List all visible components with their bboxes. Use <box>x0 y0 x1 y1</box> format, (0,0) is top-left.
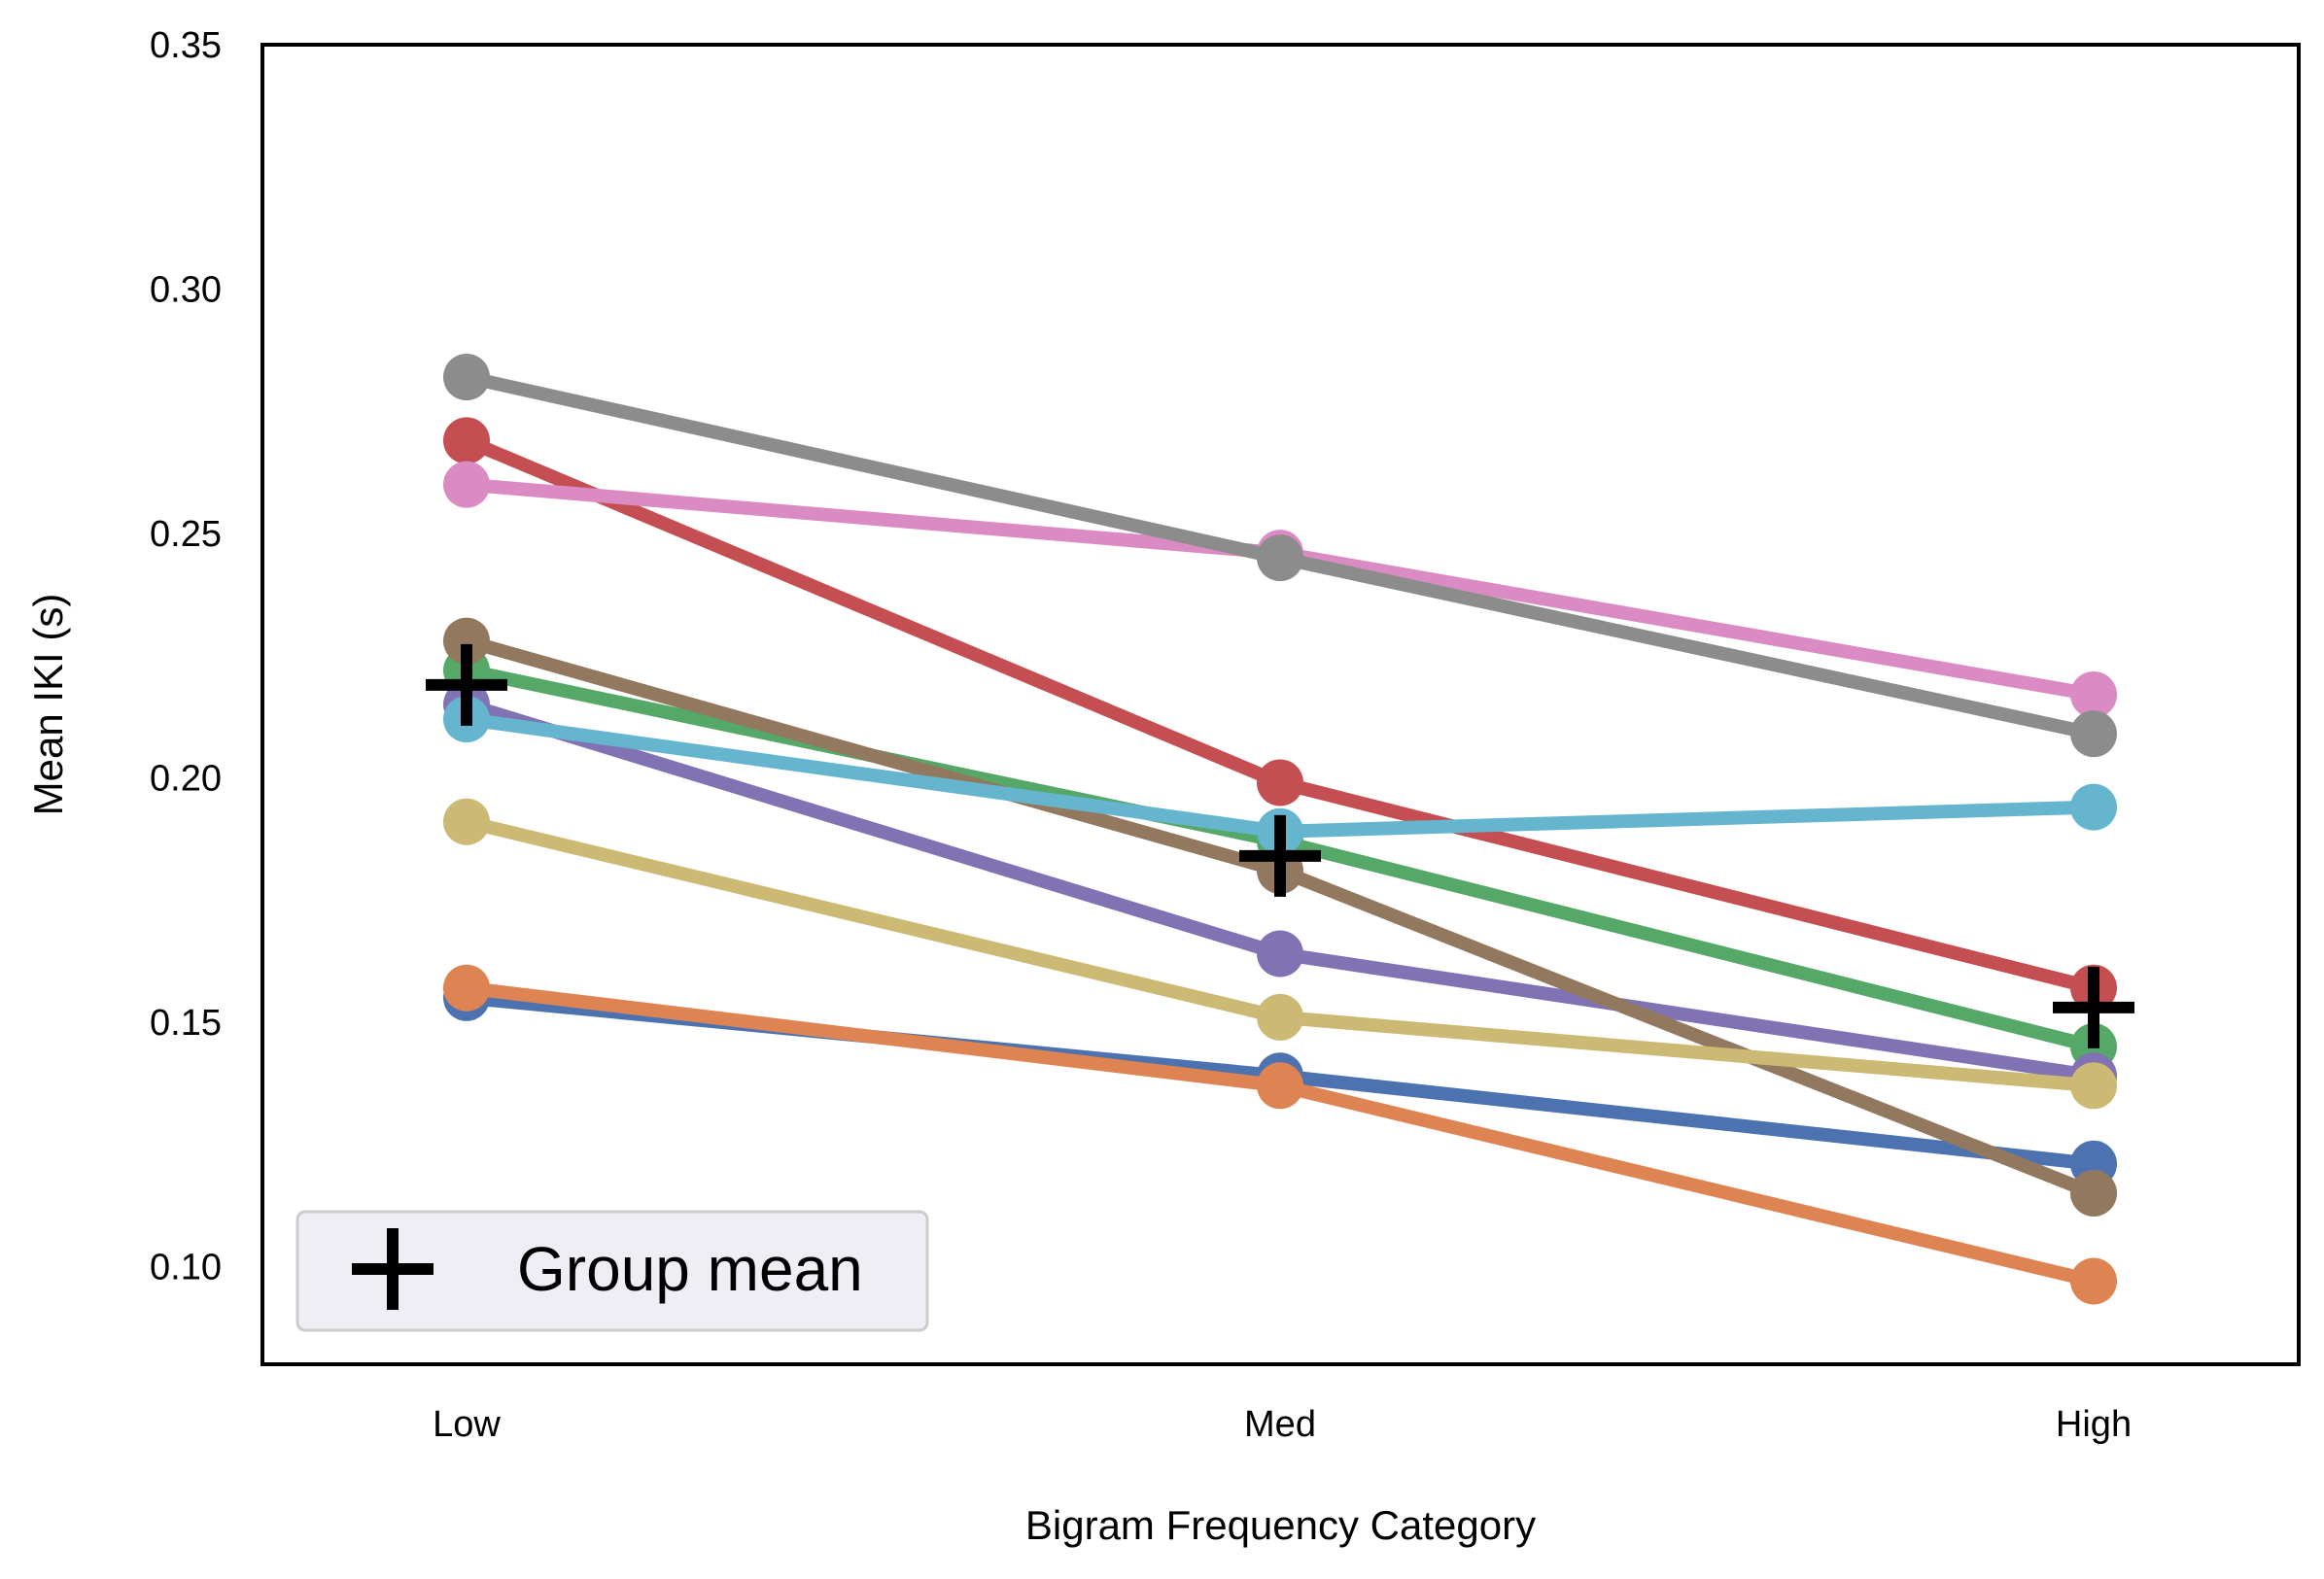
x-tick-label-low: Low <box>433 1404 501 1445</box>
series-7-point-low <box>443 461 490 508</box>
y-tick-label: 0.30 <box>150 269 222 310</box>
series-8-point-high <box>2070 710 2117 758</box>
group-mean-marker-low <box>426 643 507 726</box>
series-6-point-high <box>2070 1169 2117 1217</box>
series-2 <box>443 964 2117 1305</box>
y-tick-label: 0.25 <box>150 514 222 555</box>
y-tick-label: 0.10 <box>150 1247 222 1287</box>
series-7-point-high <box>2070 670 2117 718</box>
x-tick-label-med: Med <box>1244 1404 1316 1445</box>
series-4 <box>443 417 2117 1012</box>
y-tick-labels: 0.10 0.15 0.20 0.25 0.30 0.35 <box>150 25 222 1287</box>
series-8-point-med <box>1257 534 1303 582</box>
series-8 <box>443 354 2117 758</box>
series-2-point-high <box>2070 1257 2117 1305</box>
series-9-point-med <box>1257 993 1303 1041</box>
legend-box <box>295 1210 929 1332</box>
series-9-point-low <box>443 798 490 845</box>
x-tick-label-high: High <box>2056 1404 2132 1445</box>
series-2-point-low <box>443 964 490 1012</box>
y-tick-label: 0.35 <box>150 25 222 66</box>
y-tick-label: 0.20 <box>150 758 222 799</box>
x-axis-label: Bigram Frequency Category <box>1025 1502 1536 1548</box>
y-axis-label: Mean IKI (s) <box>25 594 71 816</box>
legend-plus-marker <box>352 1228 434 1310</box>
group-mean-marker-med <box>1239 814 1321 897</box>
x-tick-labels: Low Med High <box>433 1404 2132 1445</box>
series-6-point-low <box>443 617 490 665</box>
legend-label: Group mean <box>517 1234 863 1304</box>
series-9-point-high <box>2070 1062 2117 1110</box>
group-mean-layer <box>426 643 2134 1048</box>
series-9 <box>443 798 2117 1110</box>
series-8-point-low <box>443 354 490 401</box>
group-mean-marker-high <box>2053 966 2134 1048</box>
series-5-point-med <box>1257 930 1303 978</box>
series-2-point-med <box>1257 1062 1303 1110</box>
plot-frame <box>260 43 2301 1366</box>
legend: Group mean <box>295 1210 929 1332</box>
series-4-point-med <box>1257 759 1303 807</box>
series-4-point-low <box>443 417 490 464</box>
y-tick-label: 0.15 <box>150 1003 222 1044</box>
series-10-point-high <box>2070 783 2117 831</box>
